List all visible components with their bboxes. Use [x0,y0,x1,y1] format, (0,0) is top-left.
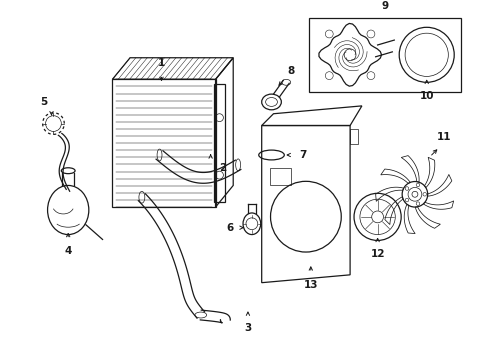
Text: 2: 2 [219,163,226,173]
Text: 13: 13 [304,280,318,290]
Text: 7: 7 [299,150,307,160]
Bar [309,18,461,92]
Text: 6: 6 [227,223,234,233]
Text: 8: 8 [288,66,295,76]
Text: 5: 5 [40,97,47,107]
Bar [112,79,216,207]
Text: 1: 1 [158,58,165,68]
Text: 4: 4 [65,246,72,256]
Text: 11: 11 [437,132,452,142]
Text: 12: 12 [370,249,385,259]
Text: 10: 10 [419,91,434,101]
Bar [214,84,225,202]
Bar [270,167,291,185]
Text: 9: 9 [381,1,389,11]
Text: 3: 3 [245,323,251,333]
